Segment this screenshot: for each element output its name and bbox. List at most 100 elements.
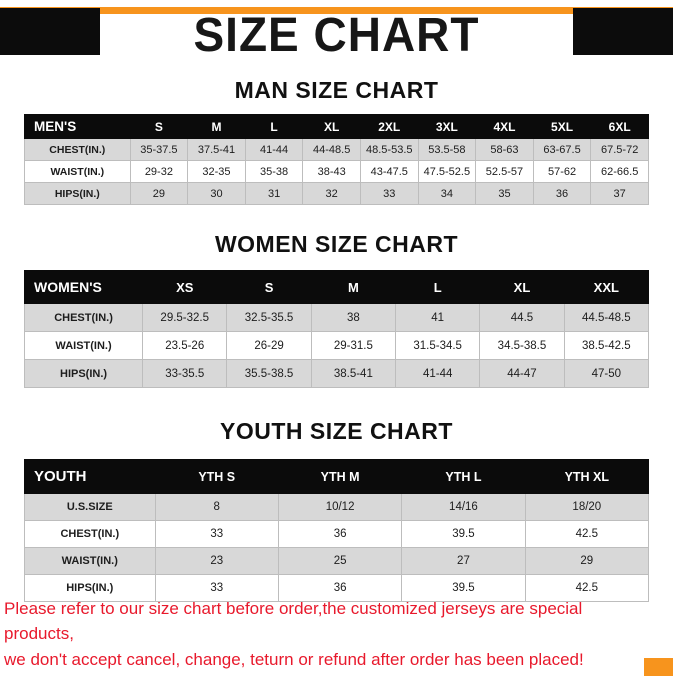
table-cell: 23.5-26 bbox=[142, 331, 228, 360]
table-cell: 35-38 bbox=[244, 160, 304, 183]
table-cell: 42.5 bbox=[524, 574, 650, 602]
size-column-header: YTH L bbox=[401, 459, 526, 494]
table-cell: 32-35 bbox=[187, 160, 246, 183]
table-cell: 26-29 bbox=[226, 331, 312, 360]
table-cell: 25 bbox=[277, 547, 403, 575]
table-cell: 30 bbox=[187, 182, 246, 205]
table-cell: 44.5 bbox=[479, 303, 565, 332]
size-column-header: YTH S bbox=[154, 459, 279, 494]
section-youth: YOUTH SIZE CHART YOUTH YTH S YTH M YTH L YTH … bbox=[0, 418, 673, 602]
table-cell: 29-31.5 bbox=[310, 331, 397, 360]
size-table-women: WOMEN'S XS S M L XL XXL CHEST(IN.) 29.5-32.5 32.5… bbox=[23, 270, 650, 388]
table-cell: 29.5-32.5 bbox=[142, 303, 228, 332]
table-cell: 29-32 bbox=[129, 160, 189, 183]
size-column-header: M bbox=[310, 270, 397, 304]
table-row: CHEST(IN.) 35-37.5 37.5-41 41-44 44-48.5 48.5… bbox=[24, 138, 649, 161]
footer-warning: Please refer to our size chart before or… bbox=[4, 596, 654, 673]
table-header-row: YOUTH YTH S YTH M YTH L YTH XL bbox=[24, 459, 650, 494]
table-cell: 8 bbox=[154, 493, 279, 521]
row-label: WAIST(IN.) bbox=[24, 160, 131, 183]
table-cell: 67.5-72 bbox=[590, 138, 649, 161]
table-cell: 35.5-38.5 bbox=[226, 359, 312, 388]
table-cell: 44.5-48.5 bbox=[563, 303, 650, 332]
table-cell: 63-67.5 bbox=[532, 138, 592, 161]
size-column-header: S bbox=[226, 270, 312, 304]
table-cell: 52.5-57 bbox=[475, 160, 534, 183]
table-cell: 29 bbox=[524, 547, 650, 575]
size-table-men: MEN'S S M L XL 2XL 3XL 4XL 5XL 6XL CHEST(IN.) 35-37… bbox=[24, 114, 649, 205]
top-right-black-block bbox=[573, 8, 673, 55]
table-cell: 31 bbox=[244, 182, 304, 205]
table-cell: 41-44 bbox=[244, 138, 304, 161]
row-label: WAIST(IN.) bbox=[23, 331, 144, 360]
table-cell: 32 bbox=[302, 182, 361, 205]
page-title: SIZE CHART bbox=[193, 6, 480, 62]
top-left-black-block bbox=[0, 8, 100, 55]
table-corner-header: MEN'S bbox=[24, 114, 131, 139]
table-cell: 10/12 bbox=[277, 493, 403, 521]
footer-warning-line-2: we don't accept cancel, change, teturn o… bbox=[4, 649, 584, 669]
table-cell: 27 bbox=[401, 547, 526, 575]
table-cell: 36 bbox=[277, 574, 403, 602]
size-column-header: 4XL bbox=[475, 114, 534, 139]
table-cell: 41-44 bbox=[395, 359, 481, 388]
table-cell: 31.5-34.5 bbox=[395, 331, 481, 360]
table-row: HIPS(IN.) 33 36 39.5 42.5 bbox=[24, 574, 650, 602]
table-cell: 38-43 bbox=[302, 160, 361, 183]
table-cell: 43-47.5 bbox=[359, 160, 419, 183]
footer-warning-line-1: Please refer to our size chart before or… bbox=[4, 598, 583, 644]
size-column-header: XL bbox=[479, 270, 565, 304]
size-column-header: XL bbox=[302, 114, 361, 139]
section-heading-men: MAN SIZE CHART bbox=[234, 77, 439, 103]
table-cell: 44-47 bbox=[479, 359, 565, 388]
size-column-header: S bbox=[129, 114, 189, 139]
table-row: HIPS(IN.) 33-35.5 35.5-38.5 38.5-41 41-44 44-… bbox=[23, 359, 650, 388]
size-column-header: XS bbox=[142, 270, 228, 304]
table-cell: 35-37.5 bbox=[129, 138, 189, 161]
size-column-header: L bbox=[244, 114, 304, 139]
top-orange-strip bbox=[0, 7, 673, 14]
table-cell: 33-35.5 bbox=[142, 359, 228, 388]
table-cell: 42.5 bbox=[524, 520, 650, 548]
section-men: MAN SIZE CHART MEN'S S M L XL 2XL 3XL 4XL 5XL 6XL C… bbox=[0, 77, 673, 205]
title-row: SIZE CHART bbox=[0, 7, 673, 61]
table-cell: 36 bbox=[277, 520, 403, 548]
table-cell: 38 bbox=[310, 303, 397, 332]
size-column-header: 3XL bbox=[417, 114, 477, 139]
table-cell: 57-62 bbox=[532, 160, 592, 183]
size-column-header: XXL bbox=[563, 270, 650, 304]
size-table-youth: YOUTH YTH S YTH M YTH L YTH XL U.S.SIZE 8 10/12… bbox=[24, 459, 650, 602]
row-label: HIPS(IN.) bbox=[23, 359, 144, 388]
row-label: HIPS(IN.) bbox=[24, 182, 131, 205]
table-row: CHEST(IN.) 29.5-32.5 32.5-35.5 38 41 44.5 44.5… bbox=[23, 303, 650, 332]
table-row: WAIST(IN.) 23.5-26 26-29 29-31.5 31.5-34.5 34… bbox=[23, 331, 650, 360]
table-row: HIPS(IN.) 29 30 31 32 33 34 35 36 37 bbox=[24, 182, 649, 205]
row-label: HIPS(IN.) bbox=[24, 574, 156, 602]
table-cell: 14/16 bbox=[401, 493, 526, 521]
table-cell: 37 bbox=[590, 182, 649, 205]
table-cell: 36 bbox=[532, 182, 592, 205]
size-chart-sections: MAN SIZE CHART MEN'S S M L XL 2XL 3XL 4XL 5XL 6XL C… bbox=[0, 77, 673, 602]
table-cell: 62-66.5 bbox=[590, 160, 649, 183]
table-cell: 33 bbox=[359, 182, 419, 205]
size-column-header: L bbox=[395, 270, 481, 304]
section-heading-women: WOMEN SIZE CHART bbox=[214, 231, 459, 257]
table-row: CHEST(IN.) 33 36 39.5 42.5 bbox=[24, 520, 650, 548]
size-column-header: YTH M bbox=[277, 459, 403, 494]
size-column-header: 2XL bbox=[359, 114, 419, 139]
table-cell: 38.5-42.5 bbox=[563, 331, 650, 360]
table-cell: 48.5-53.5 bbox=[359, 138, 419, 161]
table-cell: 53.5-58 bbox=[417, 138, 477, 161]
table-header-row: WOMEN'S XS S M L XL XXL bbox=[23, 270, 650, 304]
table-cell: 44-48.5 bbox=[302, 138, 361, 161]
bottom-right-orange-block bbox=[644, 658, 673, 676]
table-cell: 47-50 bbox=[563, 359, 650, 388]
row-label: CHEST(IN.) bbox=[23, 303, 144, 332]
table-cell: 39.5 bbox=[401, 520, 526, 548]
table-row: WAIST(IN.) 29-32 32-35 35-38 38-43 43-47.5 47.… bbox=[24, 160, 649, 183]
table-cell: 34 bbox=[417, 182, 477, 205]
table-cell: 39.5 bbox=[401, 574, 526, 602]
size-column-header: 5XL bbox=[532, 114, 592, 139]
table-cell: 18/20 bbox=[524, 493, 650, 521]
table-header-row: MEN'S S M L XL 2XL 3XL 4XL 5XL 6XL bbox=[24, 114, 649, 139]
